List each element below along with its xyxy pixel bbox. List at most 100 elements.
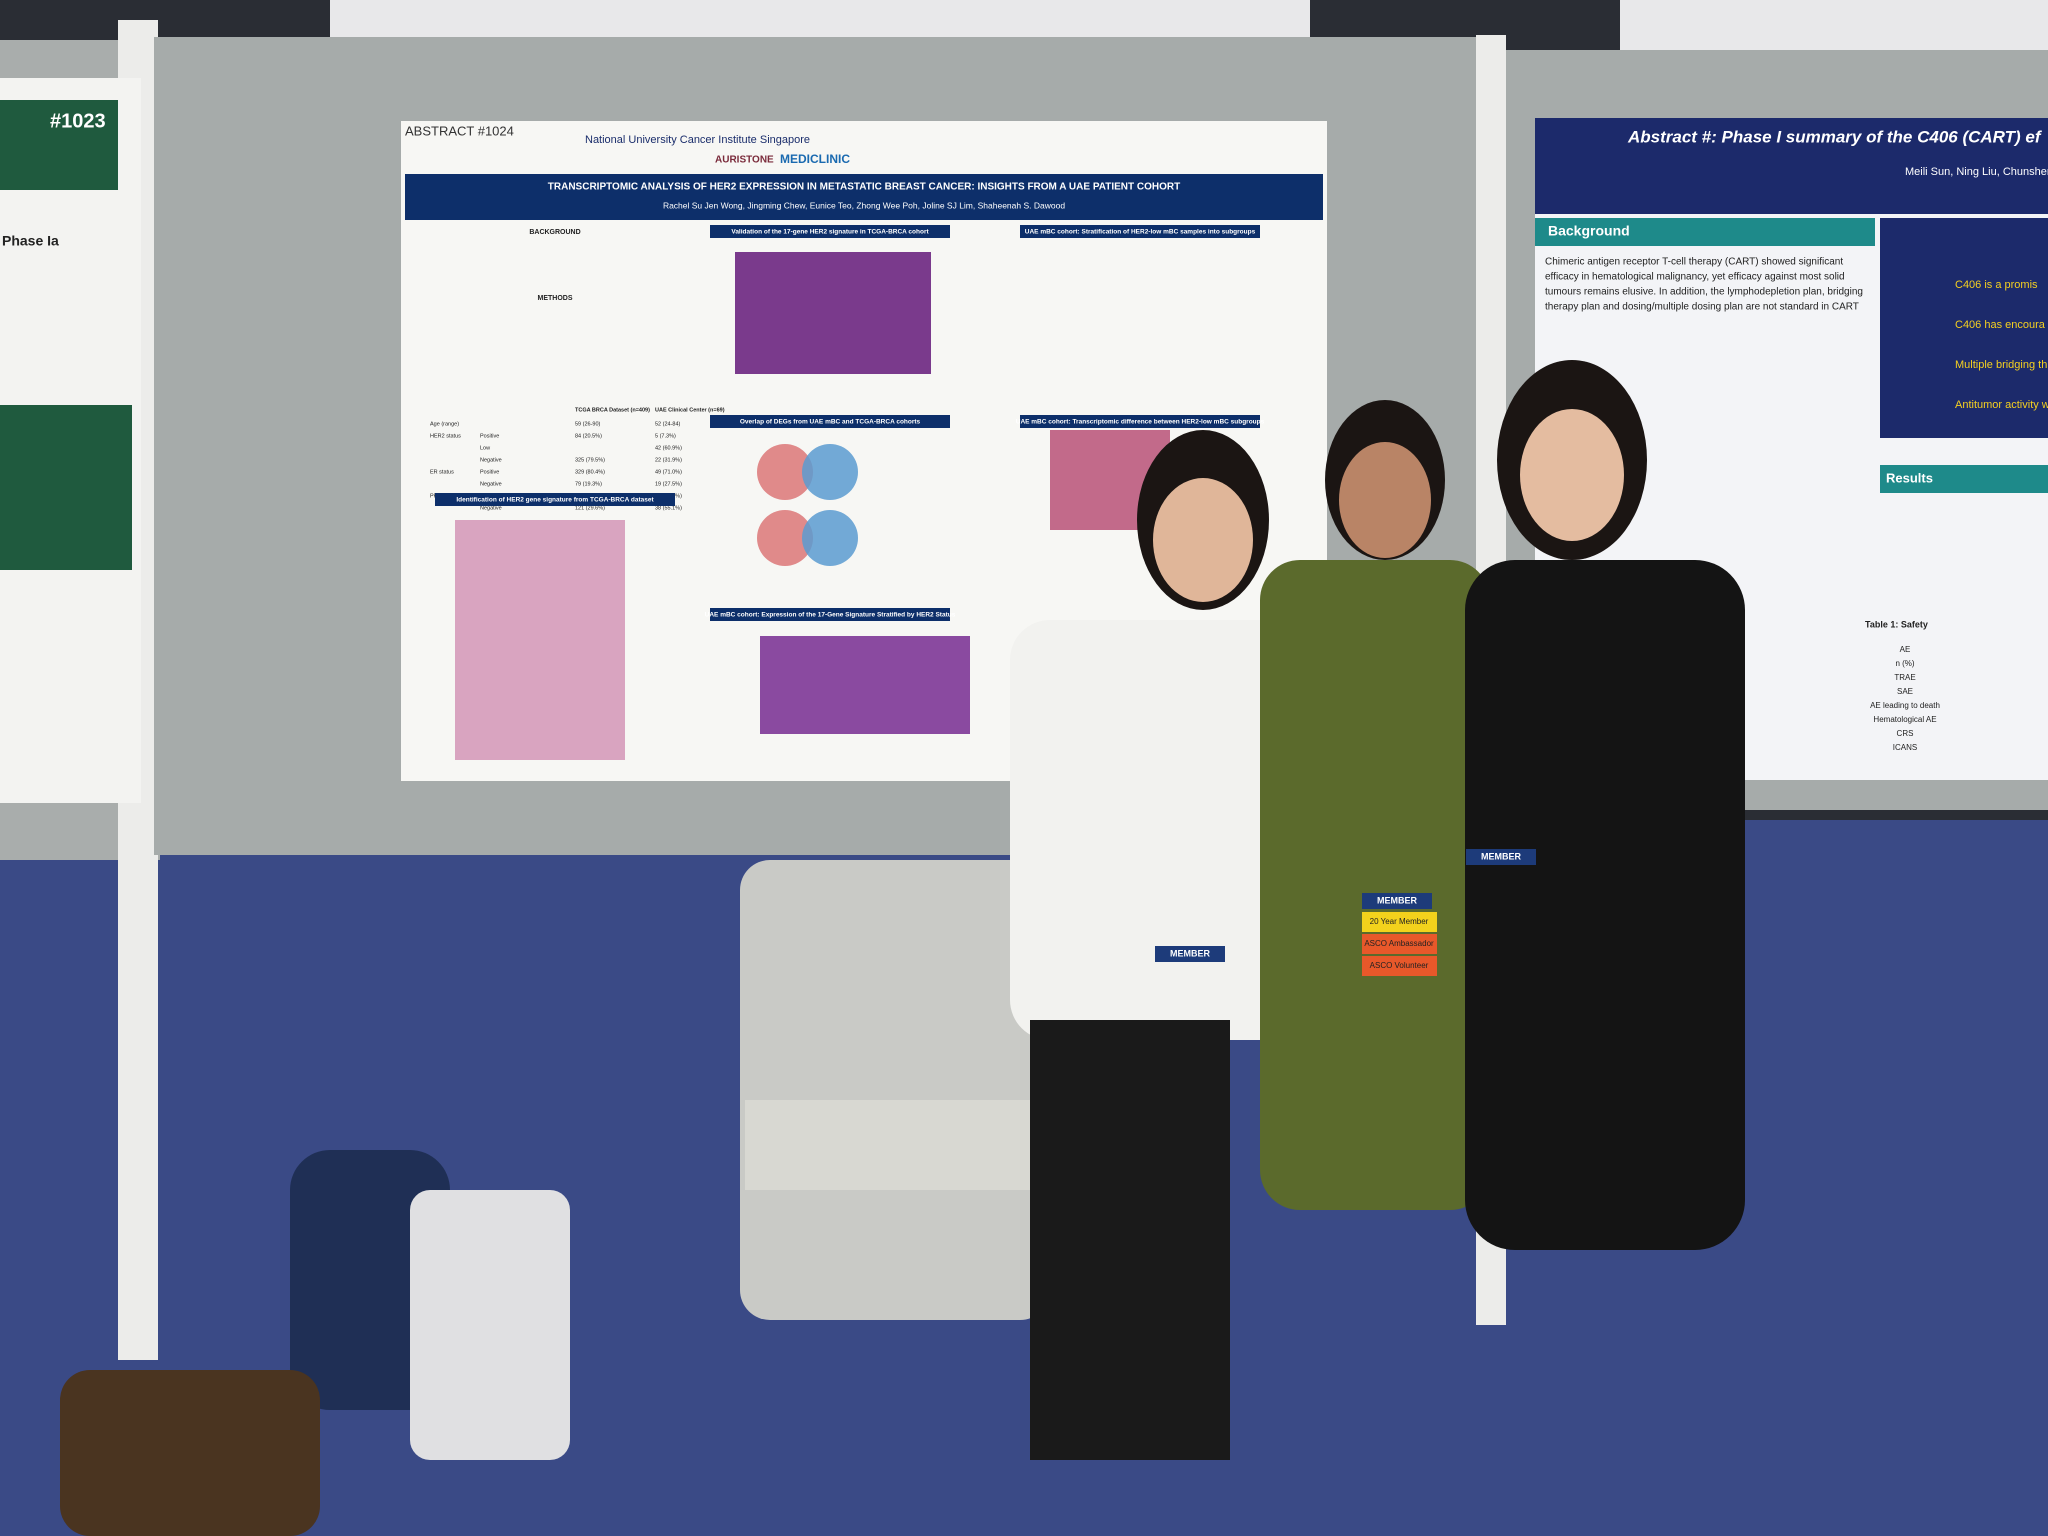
bullet: C406 has encoura	[1955, 319, 2046, 331]
table-cell: 59 (26-90)	[575, 421, 601, 427]
section-heading: Overlap of DEGs from UAE mBC and TCGA-BR…	[740, 419, 921, 426]
table-cell: HER2 status	[430, 433, 461, 439]
table-cell: 84 (20.5%)	[575, 433, 602, 439]
section-heading: Validation of the 17-gene HER2 signature…	[731, 229, 929, 236]
section-heading: UAE mBC cohort: Stratification of HER2-l…	[1025, 229, 1256, 236]
table-cell: ICANS	[1893, 743, 1917, 752]
section-band	[710, 415, 950, 428]
abstract-number: ABSTRACT #1024	[405, 123, 514, 138]
person-jacket	[1010, 620, 1300, 1040]
venn-circle	[757, 444, 813, 500]
far-poster	[1620, 0, 2048, 50]
logo-text: MEDICLINIC	[780, 152, 850, 166]
heatmap	[455, 520, 625, 760]
section-heading: Background	[1548, 223, 1630, 239]
badge-text: MEMBER	[1170, 948, 1210, 958]
logo-text: AURISTONE	[715, 155, 774, 166]
table-cell: TRAE	[1894, 673, 1915, 682]
authors: Meili Sun, Ning Liu, Chunsheng Y	[1905, 166, 2048, 178]
heatmap	[735, 252, 931, 374]
table-cell: 42 (60.9%)	[655, 445, 682, 451]
section-heading: UAE mBC cohort: Transcriptomic differenc…	[1016, 419, 1265, 426]
table-cell: AE leading to death	[1870, 701, 1940, 710]
table-cell: 329 (80.4%)	[575, 469, 605, 475]
table-cell: Positive	[480, 433, 499, 439]
bullet: C406 is a promis	[1955, 279, 2038, 291]
table-cell: 22 (31.9%)	[655, 457, 682, 463]
heading: Phase Ia	[2, 233, 59, 249]
table-cell: Low	[480, 445, 490, 451]
logo-text: National University Cancer Institute Sin…	[585, 134, 810, 146]
body-text: tumours remains elusive. In addition, th…	[1545, 287, 1863, 298]
ribbon-text: ASCO Volunteer	[1370, 961, 1429, 970]
table-cell: 19 (27.5%)	[655, 481, 682, 487]
table-cell: 325 (79.5%)	[575, 457, 605, 463]
bag	[60, 1370, 320, 1536]
section-heading: Identification of HER2 gene signature fr…	[456, 497, 654, 504]
venn-circle	[802, 444, 858, 500]
right-poster-header	[1535, 118, 2048, 214]
right-poster-band	[1535, 218, 1875, 246]
table-cell: 121 (29.6%)	[575, 505, 605, 511]
section-heading: BACKGROUND	[529, 229, 580, 236]
person-face	[1339, 442, 1431, 558]
chair	[740, 860, 1050, 1320]
ribbon-text: 20 Year Member	[1370, 917, 1429, 926]
table-cell: Hematological AE	[1873, 715, 1936, 724]
table-header: TCGA BRCA Dataset (n=409)	[575, 407, 650, 413]
section-heading: Results	[1886, 470, 1933, 485]
ribbon	[1362, 934, 1437, 954]
table-cell: AE	[1900, 645, 1911, 654]
section-band	[1020, 415, 1260, 428]
table-cell: 79 (19.3%)	[575, 481, 602, 487]
body-text: efficacy in hematological malignancy, ye…	[1545, 272, 1845, 283]
table-cell: Positive	[480, 469, 499, 475]
body-text: therapy plan and dosing/multiple dosing …	[1545, 302, 1859, 313]
venn-circle	[802, 510, 858, 566]
far-poster	[330, 0, 1310, 40]
table-cell: 52 (24-84)	[655, 421, 681, 427]
table-cell: 5 (7.3%)	[655, 433, 676, 439]
right-poster-panel	[1880, 218, 2048, 438]
authors: Rachel Su Jen Wong, Jingming Chew, Eunic…	[663, 200, 1065, 210]
badge	[1362, 893, 1432, 909]
bullet: Antitumor activity w	[1955, 399, 2048, 411]
person-face	[1153, 478, 1253, 602]
person-pants	[1030, 1020, 1230, 1460]
table-cell: Age (range)	[430, 421, 459, 427]
bag	[410, 1190, 570, 1460]
texts: #1023 Phase Ia ABSTRACT #1024 National Univ…	[2, 110, 2048, 976]
table-cell: ER status	[430, 469, 454, 475]
section-heading: UAE mBC cohort: Expression of the 17-Gen…	[705, 612, 956, 619]
table-cell: 49 (71.0%)	[655, 469, 682, 475]
right-poster-band	[1880, 465, 2048, 493]
badge	[1466, 849, 1536, 865]
table-title: Table 1: Safety	[1865, 619, 1928, 629]
person-suit	[1465, 560, 1745, 1250]
bullet: Multiple bridging th	[1955, 359, 2047, 371]
chair-seat	[745, 1100, 1045, 1190]
poster-title: Abstract #: Phase I summary of the C406 …	[1627, 127, 2043, 146]
table-cell: 38 (55.1%)	[655, 505, 682, 511]
table-cell: n (%)	[1895, 659, 1914, 668]
table-header: UAE Clinical Center (n=69)	[655, 407, 725, 413]
table-cell: Negative	[480, 481, 502, 487]
section-band	[710, 225, 950, 238]
section-band	[435, 493, 675, 506]
left-poster-box	[0, 405, 132, 570]
section-band	[1020, 225, 1260, 238]
left-poster-header	[0, 100, 118, 190]
section-heading: METHODS	[538, 295, 573, 302]
abstract-number: #1023	[50, 110, 106, 132]
person-dress	[1260, 560, 1490, 1210]
section-band	[710, 608, 950, 621]
heatmap	[760, 636, 970, 734]
table-cell: Negative	[480, 457, 502, 463]
table-cell: SAE	[1897, 687, 1913, 696]
ribbon-text: ASCO Ambassador	[1364, 939, 1434, 948]
badge-text: MEMBER	[1481, 851, 1521, 861]
badge	[1155, 946, 1225, 962]
venn-circle	[757, 510, 813, 566]
